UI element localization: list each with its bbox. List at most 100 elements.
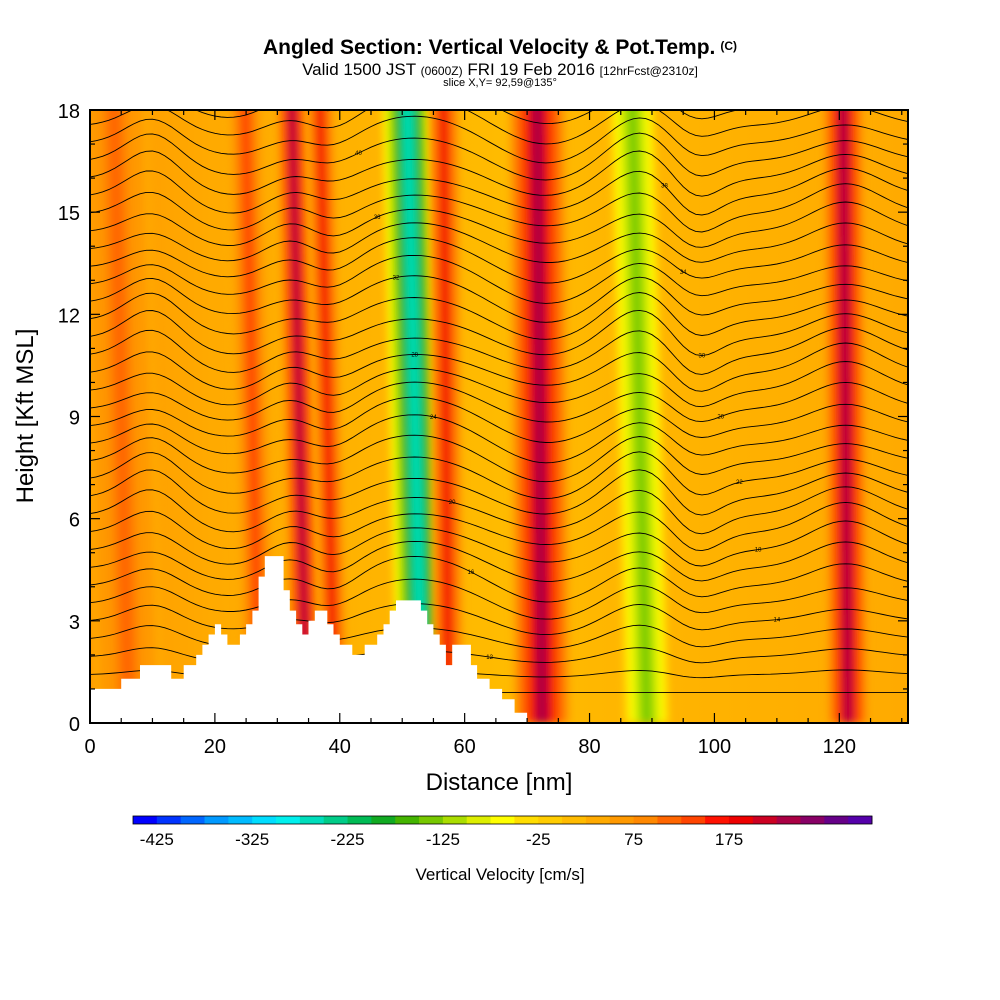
- isentrope-line: [90, 327, 908, 375]
- isentrope-line: [90, 555, 908, 603]
- colorbar-tick-label: -225: [330, 830, 364, 849]
- isentrope-line: [90, 115, 908, 164]
- colorbar-tick-label: 175: [715, 830, 743, 849]
- isentrope-line: [194, 110, 740, 125]
- y-axis: 0 36 9 12 15 18: [58, 101, 908, 736]
- y-tick-label: 18: [58, 101, 80, 123]
- isentrope-line: [90, 381, 908, 423]
- colorbar-swatch: [538, 816, 563, 824]
- colorbar-swatch: [800, 816, 825, 824]
- velocity-band: [610, 110, 669, 723]
- colorbar-swatch: [252, 816, 277, 824]
- colorbar-tick-label: -425: [140, 830, 174, 849]
- colorbar-swatch: [657, 816, 682, 824]
- colorbar: -425 -325 -225 -125 -25 75 175: [132, 815, 873, 849]
- isentrope-line: [90, 486, 908, 535]
- colorbar-swatch: [419, 816, 444, 824]
- colorbar-swatch: [299, 816, 325, 824]
- isentrope-line: [90, 361, 908, 408]
- y-axis-label: Height [Kft MSL]: [12, 329, 39, 504]
- isentrope-line: [90, 110, 908, 145]
- isentrope-line: [90, 201, 908, 248]
- colorbar-swatch: [204, 816, 229, 824]
- x-tick-label: 40: [329, 736, 351, 758]
- velocity-band: [823, 110, 869, 723]
- valid-utc: (0600Z): [420, 64, 463, 78]
- isentrope-line: [90, 222, 908, 263]
- colorbar-swatch: [156, 816, 182, 824]
- colorbar-tick-label: 75: [624, 830, 643, 849]
- isentrope-line: [90, 183, 908, 233]
- x-tick-label: 20: [204, 736, 226, 758]
- terrain: [90, 556, 908, 723]
- isentrope-line: [90, 254, 908, 304]
- isentrope-line: [90, 520, 908, 567]
- isentrope-label: 20: [449, 500, 456, 506]
- colorbar-swatch: [323, 816, 348, 824]
- colorbar-swatch: [514, 816, 539, 824]
- chart-title: Angled Section: Vertical Velocity & Pot.…: [0, 36, 1000, 60]
- y-tick-label: 0: [69, 714, 80, 736]
- isentrope-line: [90, 414, 908, 464]
- isentrope-label: 16: [468, 570, 475, 576]
- isentrope-line: [90, 396, 908, 443]
- isentrope-label: 14: [774, 618, 781, 624]
- isentrope-line: [90, 578, 908, 620]
- x-tick-label: 120: [823, 736, 856, 758]
- colorbar-swatch: [276, 816, 301, 824]
- colorbar-swatch: [490, 816, 515, 824]
- chart-title-text: Angled Section: Vertical Velocity & Pot.…: [262, 36, 716, 59]
- chart-title-mark: (C): [720, 39, 738, 53]
- colorbar-swatch: [395, 816, 420, 824]
- x-axis: 0 20 40 60 80 100 120: [84, 110, 903, 758]
- isentrope-line: [90, 292, 908, 340]
- colorbar-swatch: [347, 816, 372, 824]
- slice-info: slice X,Y= 92,59@135°: [443, 77, 557, 89]
- x-tick-label: 60: [454, 736, 476, 758]
- colorbar-swatch: [466, 816, 491, 824]
- colorbar-swatch: [442, 816, 468, 824]
- colorbar-swatch: [371, 816, 396, 824]
- y-tick-label: 9: [69, 408, 80, 430]
- isentrope-line: [90, 342, 908, 392]
- colorbar-frame: [132, 815, 873, 825]
- colorbar-swatch: [776, 816, 801, 824]
- forecast-info: [12hrFcst@2310z]: [599, 64, 698, 78]
- chart-subtitle: Valid 1500 JST (0600Z) FRI 19 Feb 2016 […: [0, 60, 1000, 80]
- velocity-band: [382, 110, 448, 723]
- x-axis-label: Distance [nm]: [426, 769, 573, 796]
- isentrope-label: 28: [411, 353, 418, 359]
- colorbar-swatch: [133, 816, 158, 824]
- isentrope-label: 32: [393, 275, 400, 281]
- isentrope-line: [90, 451, 908, 500]
- isentrope-label: 38: [661, 184, 668, 190]
- colorbar-swatch: [633, 816, 658, 824]
- isentrope-label: 30: [699, 354, 706, 360]
- colorbar-tick-label: -125: [426, 830, 460, 849]
- colorbar-swatch: [681, 816, 706, 824]
- y-tick-label: 15: [58, 203, 80, 225]
- isentrope-line: [90, 275, 908, 323]
- isentrope-label: 12: [486, 655, 493, 661]
- isentrope-line: [90, 309, 908, 357]
- velocity-band: [509, 110, 571, 723]
- isentrope-label: 34: [680, 270, 687, 276]
- colorbar-title: Vertical Velocity [cm/s]: [415, 865, 584, 884]
- valid-date: FRI 19 Feb 2016: [467, 60, 595, 79]
- x-tick-label: 80: [578, 736, 600, 758]
- isentrope-line: [90, 469, 908, 516]
- isentrope-label: 22: [736, 480, 743, 486]
- colorbar-swatch: [562, 816, 587, 824]
- isentrope-line: [90, 167, 908, 216]
- colorbar-swatch: [728, 816, 754, 824]
- colorbar-tick-label: -325: [235, 830, 269, 849]
- colorbar-swatch: [228, 816, 253, 824]
- isentrope-line: [90, 603, 908, 636]
- colorbar-swatch: [585, 816, 611, 824]
- isentrope-label: 26: [717, 415, 724, 421]
- colorbar-swatch: [824, 816, 849, 824]
- isentrope-label: 18: [755, 548, 762, 554]
- isentrope-label: 36: [374, 215, 381, 221]
- isentrope-label: 40: [355, 151, 362, 157]
